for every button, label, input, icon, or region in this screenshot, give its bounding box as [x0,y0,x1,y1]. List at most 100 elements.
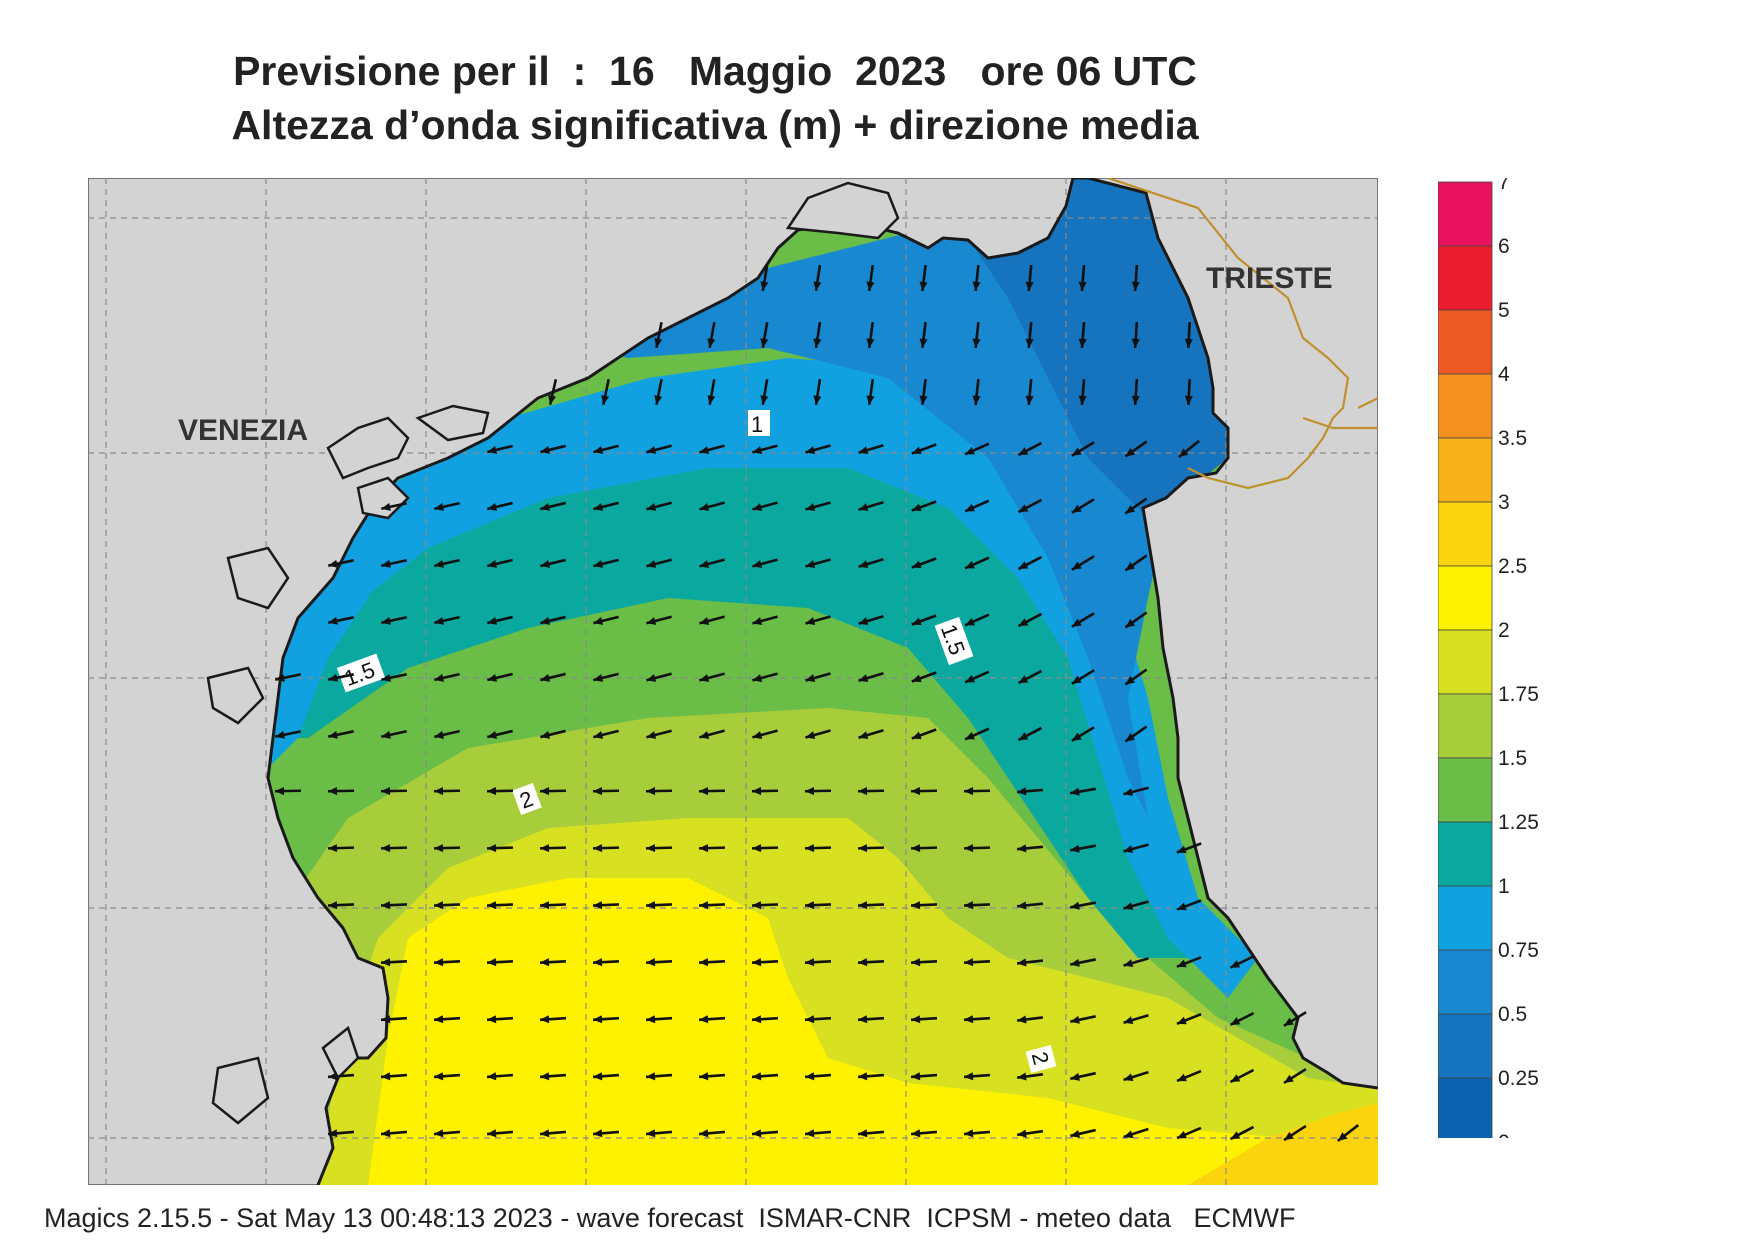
direction-arrow-head [593,901,603,910]
direction-arrow-head [911,617,922,626]
direction-arrow-head [805,787,815,796]
direction-arrow-head [699,844,709,853]
direction-arrow-head [858,787,868,796]
band-yellow [368,878,1378,1185]
legend-label: 6 [1498,235,1510,258]
direction-arrow-head [593,503,604,511]
direction-arrow-head [858,503,869,512]
direction-arrow-head [805,1072,815,1081]
color-legend: 7 6 5 4 3.5 3 2.5 2 1.75 1.5 1.25 1 0.75 0.5 0.25 0 [1438,178,1539,1138]
legend-box [1438,245,1493,311]
direction-arrow-head [1123,1016,1134,1025]
direction-arrow-head [919,281,928,291]
direction-arrow-head [866,281,875,291]
direction-arrow-head [858,674,869,683]
direction-arrow-head [381,559,391,568]
direction-arrow-head [646,503,657,511]
direction-arrow-head [1178,448,1189,458]
direction-arrow-head [593,1129,603,1138]
direction-arrow-head [646,787,656,796]
direction-arrow-head [858,617,869,626]
direction-arrow-head [707,338,716,348]
direction-arrow-head [654,338,663,348]
direction-arrow-head [805,674,816,682]
direction-arrow-head [1131,281,1140,291]
direction-arrow-head [1184,338,1193,348]
direction-arrow-head [965,446,975,455]
direction-arrow-head [593,958,603,967]
legend-label: 0.5 [1498,1003,1527,1026]
direction-arrow-head [1017,844,1027,853]
direction-arrow-head [858,958,868,967]
direction-arrow-head [919,338,928,348]
direction-arrow-head [760,281,769,291]
direction-arrow-head [1025,338,1034,348]
direction-arrow-head [699,1129,709,1138]
direction-arrow-head [1131,395,1140,405]
wave-direction-arrows [274,264,1360,1142]
legend-color-boxes [1438,181,1493,1138]
direction-arrow-head [1025,281,1034,291]
direction-arrow-head [1230,1074,1241,1082]
direction-arrow-head [654,395,663,405]
direction-arrow-head [328,559,338,568]
direction-arrow-head [752,560,763,568]
direction-arrow-head [1123,1130,1134,1139]
direction-arrow-head [540,674,551,682]
direction-arrow-head [646,1129,656,1138]
direction-arrow-head [911,1072,921,1081]
direction-arrow-head [805,617,816,625]
direction-arrow-head [805,446,816,454]
direction-arrow-head [1070,1072,1080,1081]
direction-arrow-head [487,901,497,910]
direction-arrow-head [593,674,604,682]
direction-arrow-head [866,338,875,348]
direction-arrow-head [540,787,550,796]
direction-arrow-head [858,560,869,569]
direction-arrow-head [540,446,551,454]
direction-arrow-head [1018,675,1029,684]
direction-arrow-head [328,673,338,682]
direction-arrow-head [487,445,498,454]
direction-arrow-head [911,901,921,910]
direction-arrow-head [752,1129,762,1138]
direction-arrow-head [813,338,822,348]
direction-arrow-head [1070,958,1080,967]
direction-arrow-head [1284,1074,1294,1083]
direction-arrow-head [805,560,816,568]
direction-arrow-head [1123,1073,1134,1082]
direction-arrow-head [919,395,928,405]
legend-box [1438,373,1493,439]
legend-box [1438,181,1493,247]
direction-arrow-head [1017,901,1027,910]
direction-arrow-head [911,446,922,455]
legend-label: 2 [1498,619,1510,642]
direction-arrow-head [1337,1132,1348,1141]
legend-label: 3 [1498,491,1510,514]
direction-arrow-head [646,901,656,910]
direction-arrow-head [1176,1073,1187,1082]
city-label-venezia: VENEZIA [178,414,308,447]
direction-arrow-head [1070,1015,1080,1024]
direction-arrow-head [1071,504,1082,513]
direction-arrow-head [699,617,710,625]
direction-arrow-head [911,674,922,683]
direction-arrow-head [593,787,603,796]
direction-arrow-head [434,844,444,853]
direction-arrow-head [858,901,868,910]
direction-arrow-head [911,560,922,569]
direction-arrow-head [805,731,816,739]
direction-arrow-head [752,1072,762,1081]
legend-label: 2.5 [1498,555,1527,578]
direction-arrow-head [752,958,762,967]
direction-arrow-head [965,731,975,740]
direction-arrow-head [646,446,657,454]
direction-arrow-head [1018,504,1029,513]
legend-box [1438,885,1493,951]
direction-arrow-head [805,503,816,511]
direction-arrow-head [540,617,551,625]
direction-arrow-head [805,1129,815,1138]
direction-arrow-head [275,787,285,796]
direction-arrow-head [328,901,338,910]
direction-arrow-head [487,502,498,511]
